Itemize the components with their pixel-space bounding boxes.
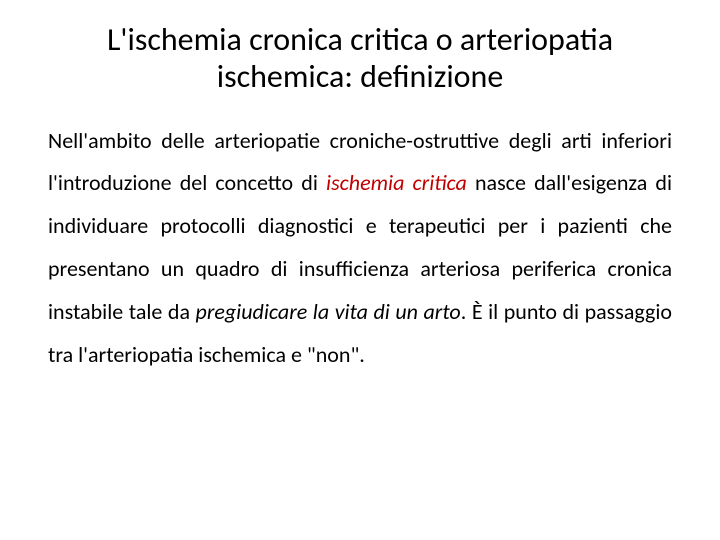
slide: L'ischemia cronica critica o arteriopati…	[0, 0, 720, 540]
emphasis-pregiudicare: pregiudicare la vita di un arto	[196, 298, 461, 325]
slide-body: Nell'ambito delle arteriopatie croniche-…	[48, 120, 672, 377]
emphasis-ischemia-critica: ischemia critica	[326, 169, 467, 196]
slide-title: L'ischemia cronica critica o arteriopati…	[48, 22, 672, 96]
